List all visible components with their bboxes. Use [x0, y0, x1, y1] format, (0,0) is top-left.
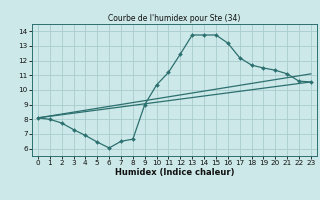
X-axis label: Humidex (Indice chaleur): Humidex (Indice chaleur)	[115, 168, 234, 177]
Title: Courbe de l'humidex pour Ste (34): Courbe de l'humidex pour Ste (34)	[108, 14, 241, 23]
